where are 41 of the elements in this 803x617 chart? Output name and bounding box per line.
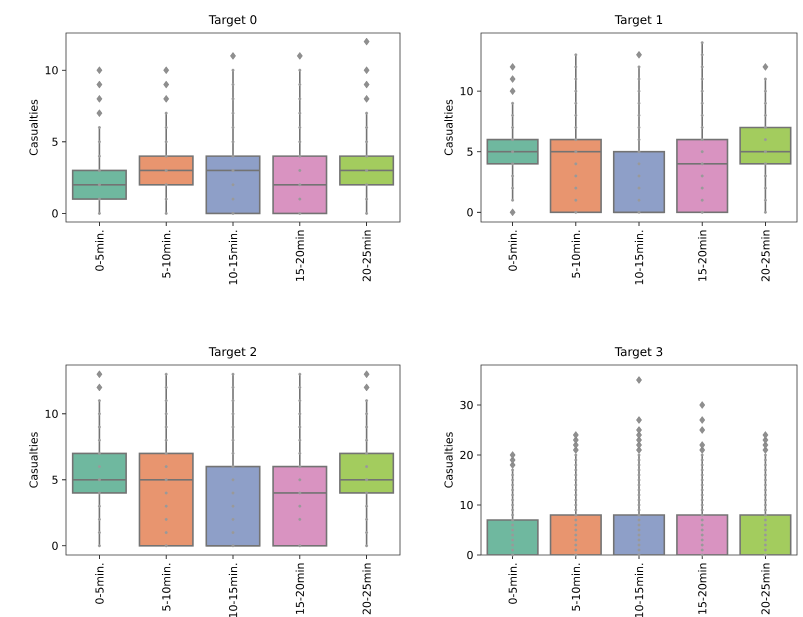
x-tick-label: 10-15min.	[634, 564, 644, 617]
chart-title: Target 2	[208, 347, 256, 358]
y-tick-label: 10	[46, 410, 58, 418]
y-axis-title: Casualties	[29, 100, 38, 156]
x-tick-label: 15-20min	[698, 230, 706, 281]
x-tick-label: 15-20min	[698, 563, 706, 614]
y-tick-label: 0	[52, 209, 58, 218]
x-tick-label: 5-10min.	[162, 230, 170, 278]
y-axis-title: Casualties	[444, 432, 453, 488]
x-tick-label: 0-5min.	[95, 230, 104, 271]
chart-title: Target 0	[208, 15, 256, 26]
y-tick-label: 20	[460, 450, 473, 460]
y-tick-label: 0	[52, 542, 58, 550]
y-tick-label: 10	[46, 66, 58, 74]
y-tick-label: 10	[460, 87, 473, 96]
x-tick-label: 10-15min.	[634, 230, 644, 284]
x-tick-label: 10-15min.	[228, 230, 238, 284]
x-tick-label: 0-5min.	[508, 230, 517, 271]
x-tick-label: 20-25min	[362, 563, 371, 614]
x-tick-label: 0-5min.	[508, 564, 517, 604]
chart-title: Target 1	[614, 15, 662, 26]
y-axis-title: Casualties	[444, 100, 453, 156]
y-tick-label: 5	[52, 476, 58, 484]
x-tick-label: 5-10min.	[572, 564, 580, 611]
chart-title: Target 3	[614, 347, 662, 358]
x-tick-label: 20-25min	[362, 230, 371, 282]
y-tick-label: 30	[460, 400, 473, 410]
y-tick-label: 0	[467, 550, 473, 560]
x-tick-label: 20-25min	[761, 230, 770, 282]
y-tick-label: 5	[52, 138, 58, 146]
x-tick-label: 15-20min	[296, 230, 304, 281]
x-tick-label: 0-5min.	[95, 564, 104, 604]
x-tick-label: 15-20min	[296, 563, 304, 614]
y-tick-label: 5	[467, 148, 473, 156]
y-axis-title: Casualties	[29, 432, 38, 488]
y-tick-label: 10	[460, 500, 473, 510]
x-tick-label: 10-15min.	[228, 564, 238, 617]
x-tick-label: 20-25min	[761, 563, 770, 614]
y-tick-label: 0	[467, 208, 473, 216]
x-tick-label: 5-10min.	[162, 564, 170, 611]
x-tick-label: 5-10min.	[572, 230, 580, 278]
